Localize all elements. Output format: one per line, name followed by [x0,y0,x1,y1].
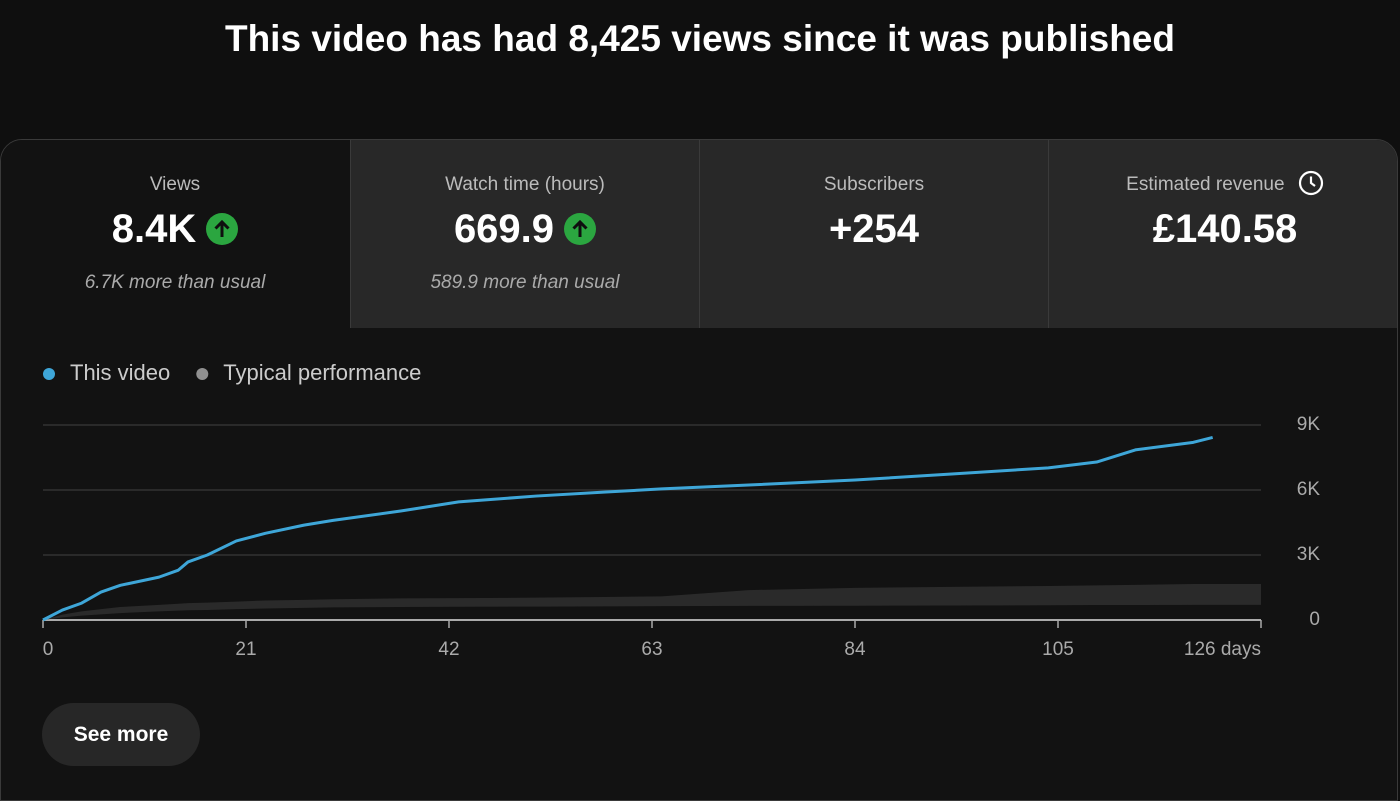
card-label-row: Estimated revenue [1049,170,1397,196]
chart: This video Typical performance 0 3K 6K 9K 0 21 4… [42,360,1321,660]
page-title: This video has had 8,425 views since it … [224,18,1175,59]
up-arrow-icon [564,213,597,245]
x-tick-label: 0 [43,639,54,660]
card-label: Views [149,174,201,195]
views-tab[interactable]: Views 8.4K 6.7K more than usual [1,140,349,328]
x-tick-label: 21 [235,639,256,660]
analytics-panel: Views 8.4K 6.7K more than usual Watch ti… [0,139,1398,801]
series-line [42,436,1214,622]
card-label: Watch time (hours) [445,174,605,195]
card-value-row: 8.4K [1,206,349,252]
subscribers-tab[interactable]: Subscribers +254 [699,140,1048,328]
card-value: £140.58 [1152,206,1298,251]
x-tick-label: 84 [844,639,866,660]
card-label: Subscribers [823,174,925,195]
y-tick-label: 3K [1297,544,1321,565]
typical-band [43,584,1261,620]
card-note: 6.7K more than usual [84,272,266,293]
card-value-row: 669.9 [351,206,699,252]
card-value: 8.4K [111,206,197,251]
card-value-row: £140.58 [1049,206,1397,252]
clock-icon [1298,170,1323,196]
legend-label: This video [70,360,170,385]
up-arrow-icon [206,213,239,245]
legend-dot [196,368,209,380]
x-tick-label: 105 [1042,639,1074,660]
card-note: 589.9 more than usual [430,272,620,293]
x-tick-label: 126 days [1184,639,1261,660]
x-tick-label: 42 [438,639,459,660]
revenue-tab[interactable]: Estimated revenue £140.58 [1048,140,1397,328]
y-tick-label: 0 [1309,609,1320,630]
see-more-button[interactable]: See more [42,703,200,766]
x-tick-label: 63 [641,639,662,660]
legend-label: Typical performance [223,360,421,385]
card-value: 669.9 [453,206,555,251]
y-tick-label: 6K [1297,479,1321,500]
card-value-row: +254 [700,206,1048,252]
y-tick-label: 9K [1297,414,1321,435]
card-label: Estimated revenue [1126,174,1285,196]
card-value: +254 [828,206,920,251]
legend-dot [43,368,55,380]
watch-time-tab[interactable]: Watch time (hours) 669.9 589.9 more than… [350,140,699,328]
